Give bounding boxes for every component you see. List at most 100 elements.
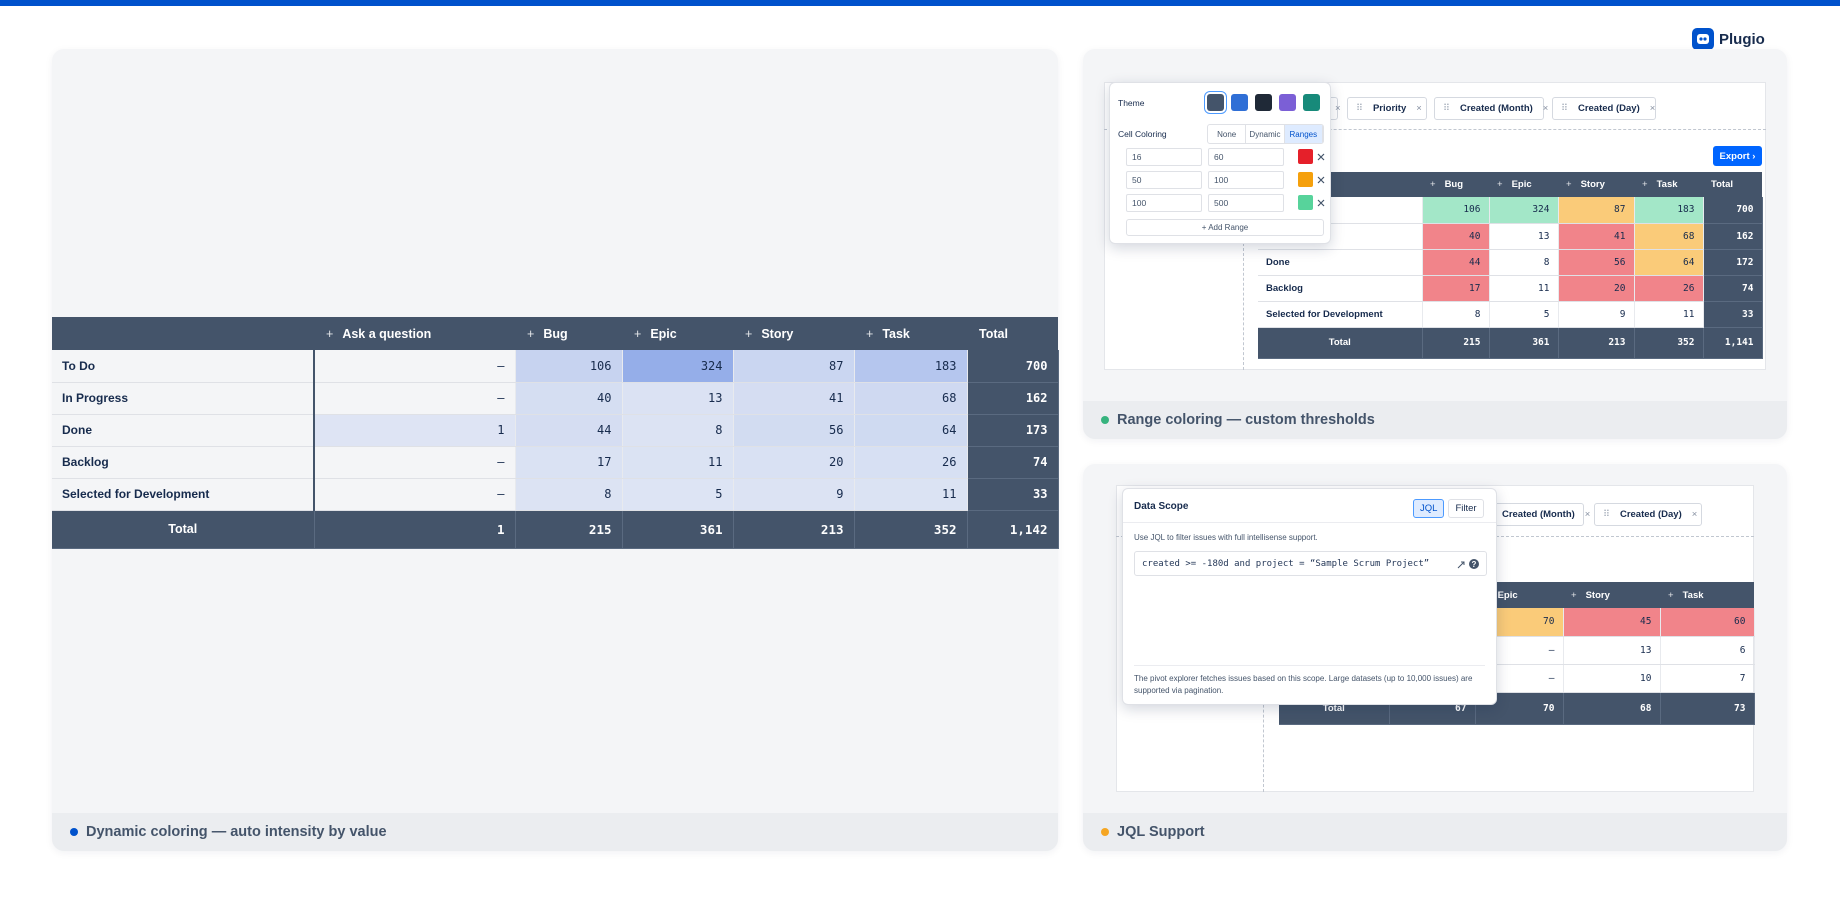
row-label: In Progress <box>52 382 315 415</box>
cell: – <box>314 478 516 511</box>
table-body: 106 324 87 183 700 40 13 41 68 162 Done 44 8 56 64 172 B… <box>1258 197 1763 359</box>
filter-chip[interactable]: Created (Day) <box>1594 503 1702 526</box>
range-min: 100 <box>1126 194 1202 212</box>
row: 40 13 41 68 162 <box>1258 223 1763 250</box>
column-header: Story <box>1558 172 1634 197</box>
remove-range[interactable] <box>1316 196 1326 208</box>
theme-swatch[interactable] <box>1303 94 1320 111</box>
theme-swatches <box>1207 94 1320 111</box>
cell: 20 <box>733 446 855 479</box>
cell: 74 <box>967 446 1059 479</box>
column-header: Task <box>1634 172 1703 197</box>
tab[interactable]: JQL <box>1413 499 1445 518</box>
coloring-option[interactable]: Ranges <box>1284 125 1323 143</box>
cell: – <box>314 350 516 383</box>
brand-icon <box>1692 28 1714 50</box>
divider <box>1123 522 1496 523</box>
theme-swatch[interactable] <box>1255 94 1272 111</box>
hint: Use JQL to filter issues with full intel… <box>1134 533 1318 542</box>
cell: 64 <box>854 414 968 447</box>
jql-text: created >= -180d and project = “Sample S… <box>1142 558 1430 569</box>
cell: 183 <box>1634 197 1704 224</box>
row-label: Done <box>1258 249 1423 276</box>
cell: 7 <box>1660 664 1755 693</box>
row: In Progress –40 13 41 68 162 <box>52 382 1059 415</box>
column-header: Story <box>1563 582 1660 608</box>
column-header: Ask a question <box>314 317 515 350</box>
cell: 33 <box>1703 301 1763 328</box>
cell: 183 <box>854 350 968 383</box>
header-row: Ask a questionBugEpicStoryTaskTotal <box>52 317 1058 350</box>
popup-title: Data Scope <box>1134 501 1189 512</box>
row: Selected for Development –8 5 9 11 33 <box>52 478 1059 511</box>
tab[interactable]: Filter <box>1448 499 1484 518</box>
cell: 1,142 <box>967 510 1059 549</box>
brand-name: Plugio <box>1719 30 1765 48</box>
cell: 9 <box>733 478 855 511</box>
cell: 73 <box>1660 692 1755 725</box>
cell: 56 <box>733 414 855 447</box>
cell: 74 <box>1703 275 1763 302</box>
cell: 45 <box>1563 608 1661 637</box>
table-head: BugEpicStoryTaskTotal <box>1258 172 1762 197</box>
cell: 9 <box>1558 301 1635 328</box>
remove-range[interactable] <box>1316 150 1326 162</box>
cell: 8 <box>1489 249 1559 276</box>
cell: 8 <box>1422 301 1490 328</box>
filter-chip[interactable]: Created (Day) <box>1552 97 1656 120</box>
column-header: Task <box>854 317 967 350</box>
cell: 26 <box>1634 275 1704 302</box>
range-max: 60 <box>1208 148 1284 166</box>
caption: Range coloring — custom thresholds <box>1083 401 1787 439</box>
coloring-popup: Theme Cell Coloring None Dynamic Ranges 16… <box>1109 82 1331 244</box>
column-header: Epic <box>622 317 733 350</box>
cell: 5 <box>622 478 734 511</box>
remove-range[interactable] <box>1316 173 1326 185</box>
cell: 40 <box>1422 223 1490 250</box>
cell: 68 <box>1563 692 1661 725</box>
row: To Do –106 324 87 183 700 <box>52 350 1059 383</box>
row: Selected for Development 8 5 9 11 33 <box>1258 301 1763 328</box>
header-cell <box>52 317 314 350</box>
column-header: Bug <box>1422 172 1489 197</box>
top-bar <box>0 0 1840 6</box>
cell: 172 <box>1703 249 1763 276</box>
add-range-button[interactable]: + Add Range <box>1126 219 1324 236</box>
brand[interactable]: Plugio <box>1692 28 1765 50</box>
theme-swatch[interactable] <box>1231 94 1248 111</box>
theme-swatch[interactable] <box>1279 94 1296 111</box>
cell: 352 <box>854 510 968 549</box>
range-min: 16 <box>1126 148 1202 166</box>
cell: 352 <box>1634 327 1704 359</box>
row-label: Done <box>52 414 315 447</box>
theme-swatch[interactable] <box>1207 94 1224 111</box>
cell: 44 <box>515 414 623 447</box>
cell: 361 <box>622 510 734 549</box>
jql-input[interactable]: created >= -180d and project = “Sample S… <box>1134 551 1487 576</box>
table-body: To Do –106 324 87 183 700 In Progress –40 13 41 68… <box>52 350 1059 549</box>
pivot-table: Ask a questionBugEpicStoryTaskTotalTo Do… <box>52 317 1059 549</box>
filter-chip[interactable]: Priority <box>1347 97 1427 120</box>
export-button[interactable]: Export › <box>1713 146 1762 166</box>
row: Backlog 17 11 20 26 74 <box>1258 275 1763 302</box>
column-header: Story <box>733 317 854 350</box>
row-label: Total <box>52 510 315 549</box>
cell: 17 <box>1422 275 1490 302</box>
cell: 44 <box>1422 249 1490 276</box>
total-row: Total 1 215 361 213 352 1,142 <box>52 510 1059 549</box>
cell: 10 <box>1563 664 1661 693</box>
caption-text: JQL Support <box>1117 824 1205 840</box>
cell: 8 <box>622 414 734 447</box>
cell: 56 <box>1558 249 1635 276</box>
cell: 60 <box>1660 608 1755 637</box>
cell: 213 <box>733 510 855 549</box>
filter-chip[interactable]: Created (Month) <box>1434 97 1544 120</box>
column-header: Total <box>1703 172 1762 197</box>
column-header: Epic <box>1489 172 1558 197</box>
caption-dot <box>1101 416 1109 424</box>
coloring-option[interactable]: Dynamic <box>1246 125 1285 143</box>
row-label: Selected for Development <box>1258 301 1423 328</box>
coloring-option[interactable]: None <box>1208 125 1247 143</box>
cell: 6 <box>1660 636 1755 665</box>
